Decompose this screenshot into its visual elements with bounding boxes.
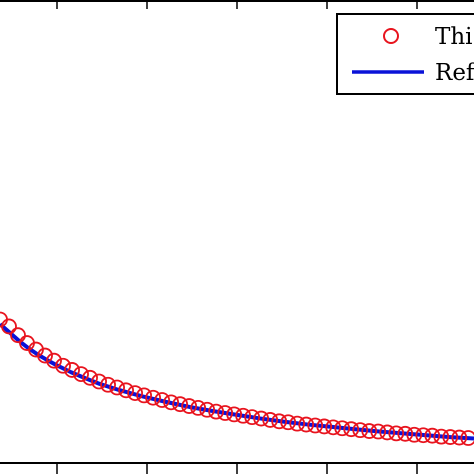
data-point-this-work bbox=[379, 424, 396, 441]
data-point-this-work bbox=[154, 392, 171, 408]
axis-ticks bbox=[56, 1, 418, 474]
data-point-this-work bbox=[397, 425, 414, 442]
data-point-this-work bbox=[406, 426, 423, 443]
data-point-this-work bbox=[415, 427, 432, 444]
data-point-this-work bbox=[253, 410, 270, 427]
data-point-this-work bbox=[55, 357, 71, 374]
data-point-this-work bbox=[172, 396, 189, 413]
data-point-this-work bbox=[370, 423, 387, 440]
data-point-this-work bbox=[442, 429, 459, 445]
data-point-this-work bbox=[163, 394, 180, 411]
data-point-this-work bbox=[208, 403, 225, 420]
data-point-this-work bbox=[271, 413, 288, 430]
data-point-this-work bbox=[91, 373, 107, 390]
data-point-this-work bbox=[307, 417, 324, 434]
data-point-this-work bbox=[226, 406, 243, 423]
data-point-this-work bbox=[199, 401, 216, 418]
data-point-this-work bbox=[118, 382, 134, 399]
data-point-this-work bbox=[289, 415, 306, 432]
plot-area bbox=[0, 311, 474, 446]
data-point-this-work bbox=[262, 412, 279, 428]
data-point-this-work bbox=[64, 362, 80, 378]
data-point-this-work bbox=[298, 416, 315, 433]
legend-label-reference: Ref bbox=[435, 60, 474, 86]
data-point-this-work bbox=[343, 421, 360, 438]
data-point-this-work bbox=[334, 420, 351, 437]
data-point-this-work bbox=[280, 414, 297, 431]
data-point-this-work bbox=[73, 366, 89, 383]
data-point-this-work bbox=[217, 405, 234, 421]
data-point-this-work bbox=[361, 423, 378, 439]
data-point-this-work bbox=[145, 389, 162, 406]
data-point-this-work bbox=[1, 318, 17, 335]
data-point-this-work bbox=[10, 327, 26, 344]
data-point-this-work bbox=[100, 376, 116, 393]
data-point-this-work bbox=[451, 429, 468, 446]
legend-box bbox=[336, 13, 474, 95]
data-point-this-work bbox=[109, 379, 125, 396]
data-point-this-work bbox=[136, 387, 153, 404]
data-point-this-work bbox=[316, 418, 333, 435]
data-point-this-work bbox=[37, 347, 53, 364]
data-point-this-work bbox=[433, 428, 450, 445]
data-point-this-work bbox=[127, 385, 143, 401]
data-point-this-work bbox=[181, 398, 198, 414]
data-point-this-work bbox=[460, 430, 474, 446]
data-point-this-work bbox=[424, 427, 441, 444]
data-point-this-work bbox=[46, 352, 62, 369]
legend-label-this-work: Thi bbox=[435, 24, 473, 50]
data-point-this-work bbox=[190, 399, 207, 416]
data-point-this-work bbox=[82, 369, 98, 386]
data-point-this-work bbox=[325, 419, 342, 436]
data-point-this-work bbox=[235, 407, 252, 424]
legend: Thi Ref bbox=[336, 13, 474, 95]
data-point-this-work bbox=[244, 409, 261, 426]
data-point-this-work bbox=[352, 422, 369, 439]
legend-marker-this-work bbox=[383, 28, 399, 44]
data-point-this-work bbox=[388, 425, 405, 442]
